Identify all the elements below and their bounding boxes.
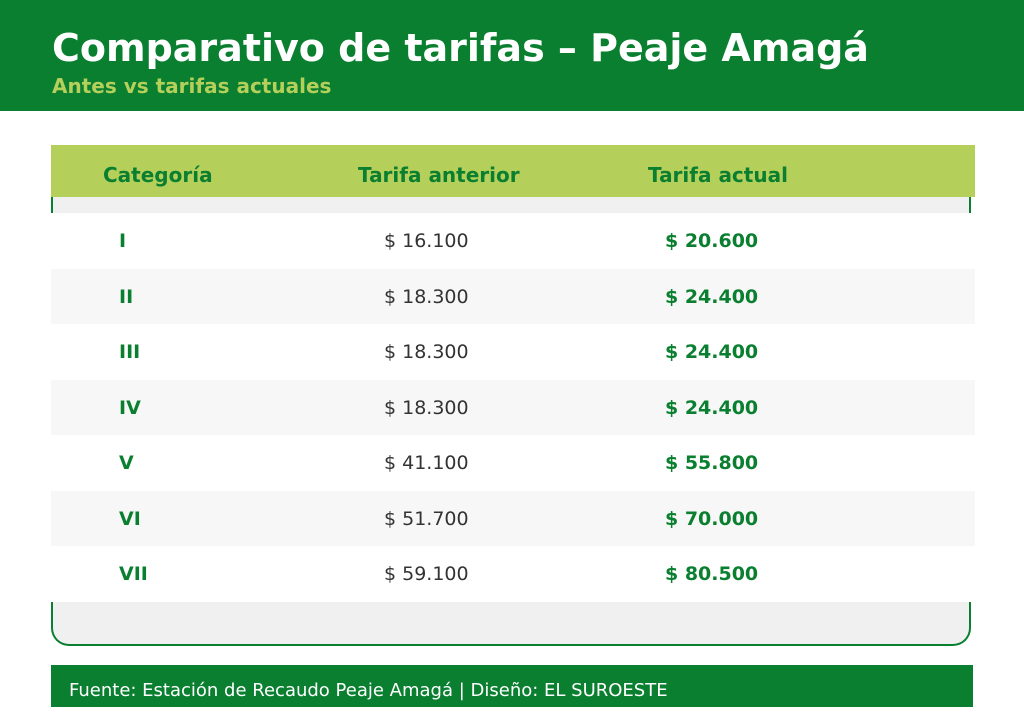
current-tariff-cell: $ 80.500	[665, 563, 759, 585]
table-row: III $ 18.300 $ 24.400	[51, 324, 975, 380]
table-row: IV $ 18.300 $ 24.400	[51, 379, 975, 435]
column-header-tarifa-actual: Tarifa actual	[648, 163, 788, 187]
page-title: Comparativo de tarifas – Peaje Amagá	[52, 26, 869, 70]
previous-tariff-cell: $ 41.100	[384, 452, 469, 474]
current-tariff-cell: $ 24.400	[665, 341, 759, 363]
table-row: VI $ 51.700 $ 70.000	[51, 490, 975, 546]
category-cell: I	[119, 230, 127, 252]
page-subtitle: Antes vs tarifas actuales	[52, 74, 332, 98]
table-header: Categoría Tarifa anterior Tarifa actual	[51, 145, 975, 197]
previous-tariff-cell: $ 16.100	[384, 230, 469, 252]
category-cell: V	[119, 452, 134, 474]
previous-tariff-cell: $ 51.700	[384, 507, 469, 530]
current-tariff-cell: $ 55.800	[665, 452, 759, 474]
table-row: V $ 41.100 $ 55.800	[51, 435, 975, 491]
previous-tariff-cell: $ 18.300	[384, 396, 469, 419]
source-credit: Fuente: Estación de Recaudo Peaje Amagá …	[69, 680, 668, 701]
table-row: VII $ 59.100 $ 80.500	[51, 546, 975, 602]
category-cell: III	[119, 341, 141, 363]
tariff-table: Categoría Tarifa anterior Tarifa actual …	[51, 145, 975, 646]
category-cell: VII	[119, 563, 148, 585]
table-body: I $ 16.100 $ 20.600 II $ 18.300 $ 24.400…	[51, 213, 975, 602]
category-cell: VI	[119, 507, 141, 530]
previous-tariff-cell: $ 59.100	[384, 563, 469, 585]
category-cell: II	[119, 285, 134, 308]
current-tariff-cell: $ 70.000	[665, 507, 759, 530]
current-tariff-cell: $ 24.400	[665, 285, 759, 308]
current-tariff-cell: $ 20.600	[665, 230, 759, 252]
footer-bar: Fuente: Estación de Recaudo Peaje Amagá …	[51, 665, 973, 707]
table-row: II $ 18.300 $ 24.400	[51, 268, 975, 324]
previous-tariff-cell: $ 18.300	[384, 341, 469, 363]
table-row: I $ 16.100 $ 20.600	[51, 213, 975, 269]
previous-tariff-cell: $ 18.300	[384, 285, 469, 308]
column-header-tarifa-anterior: Tarifa anterior	[358, 163, 520, 187]
header-banner: Comparativo de tarifas – Peaje Amagá Ant…	[0, 0, 1024, 111]
column-header-categoria: Categoría	[103, 163, 213, 187]
current-tariff-cell: $ 24.400	[665, 396, 759, 419]
category-cell: IV	[119, 396, 141, 419]
